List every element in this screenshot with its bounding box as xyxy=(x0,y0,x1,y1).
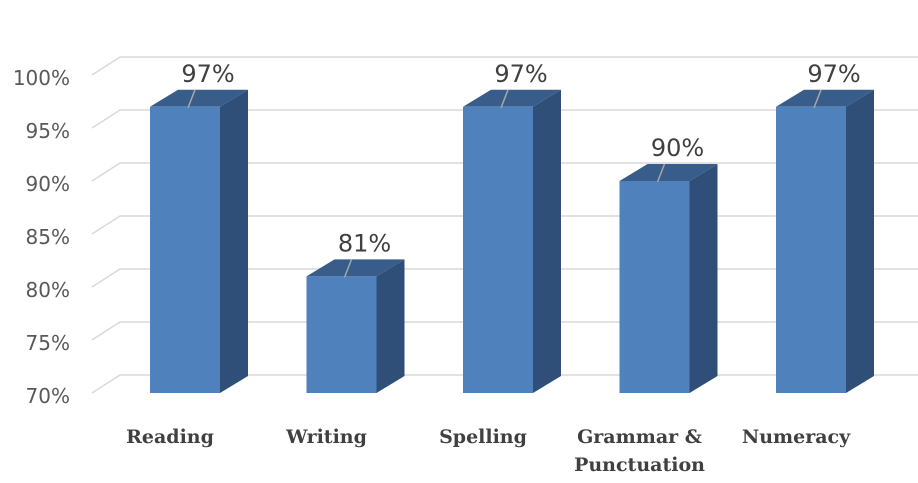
bars xyxy=(150,89,874,394)
bar-front-face xyxy=(776,106,846,394)
y-tick-label: 70% xyxy=(26,384,70,408)
bar-numeracy xyxy=(776,89,874,394)
bar-top-face xyxy=(150,89,248,107)
x-category-label: Grammar & xyxy=(577,426,702,448)
bar-reading xyxy=(150,89,248,394)
gridline xyxy=(91,109,918,129)
bar-front-face xyxy=(150,106,220,394)
bar-side-face xyxy=(846,89,874,394)
data-label: 81% xyxy=(338,229,391,257)
bar-top-face xyxy=(306,259,405,277)
bar-front-face xyxy=(619,181,690,393)
data-label: 97% xyxy=(807,60,860,88)
x-axis: Reading Writing Spelling Grammar & Punctuati… xyxy=(126,426,851,476)
bar-side-face xyxy=(376,259,405,393)
x-category-label: Numeracy xyxy=(742,426,851,448)
bar-side-face xyxy=(689,164,718,393)
data-label-leader xyxy=(187,89,196,109)
x-category-label: Reading xyxy=(126,426,214,448)
x-category-label: Writing xyxy=(285,426,367,448)
y-axis: 70% 75% 80% 85% 90% 95% 100% xyxy=(13,66,70,408)
bar-grammar-punctuation xyxy=(619,164,718,393)
y-tick-label: 100% xyxy=(13,66,70,90)
data-label-leader xyxy=(500,89,509,109)
bar-side-face xyxy=(220,89,248,394)
data-label-leader xyxy=(343,259,353,278)
data-label-leader xyxy=(813,89,822,109)
gridline xyxy=(91,162,918,182)
data-label: 90% xyxy=(651,134,704,162)
bar-spelling xyxy=(463,89,561,394)
data-labels: 97% 81% 97% 90% 97% xyxy=(181,60,861,278)
x-category-label: Spelling xyxy=(439,426,527,448)
data-label: 97% xyxy=(494,60,547,88)
bar-side-face xyxy=(533,89,561,394)
bar-front-face xyxy=(463,106,533,394)
data-label: 97% xyxy=(181,60,234,88)
data-label-leader xyxy=(656,163,666,183)
x-category-label: Punctuation xyxy=(574,454,705,476)
bar-front-face xyxy=(306,276,377,393)
y-tick-label: 80% xyxy=(26,278,70,302)
y-tick-label: 90% xyxy=(26,172,70,196)
y-tick-label: 95% xyxy=(26,119,70,143)
bar-top-face xyxy=(463,89,561,107)
bar-top-face xyxy=(619,164,718,181)
y-tick-label: 75% xyxy=(26,331,70,355)
gridlines xyxy=(91,56,918,394)
gridline xyxy=(91,56,918,76)
bar-top-face xyxy=(776,89,874,107)
bar-writing xyxy=(306,259,405,393)
y-tick-label: 85% xyxy=(26,225,70,249)
